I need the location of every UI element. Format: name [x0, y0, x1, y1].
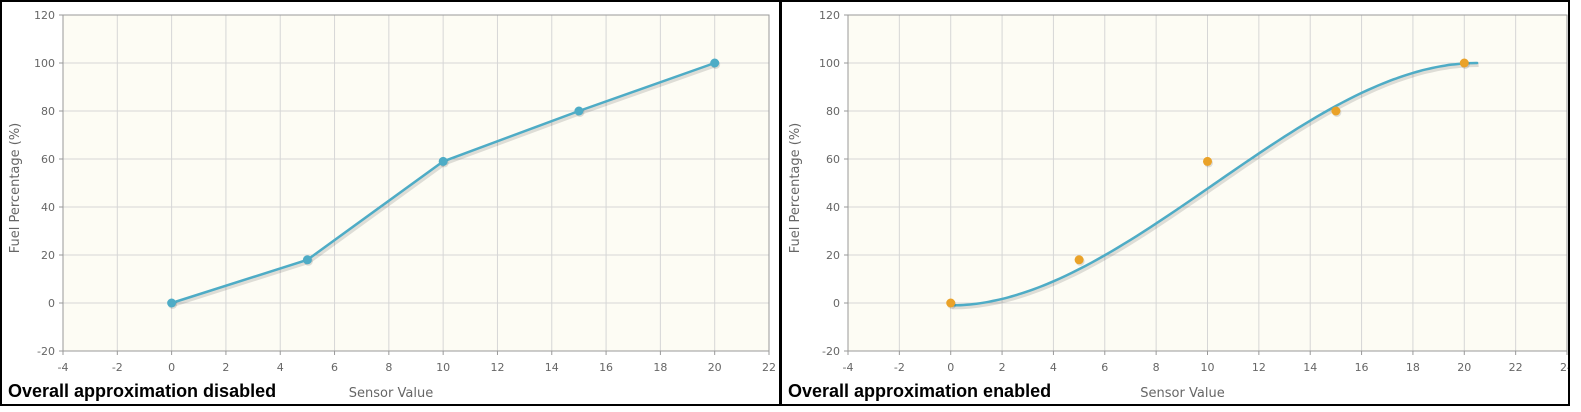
y-tick-label: 0 — [48, 297, 55, 310]
chart-caption: Overall approximation enabled — [788, 381, 1052, 401]
x-tick-label: 20 — [1457, 361, 1471, 374]
x-tick-label: 12 — [490, 361, 504, 374]
y-tick-label: 0 — [833, 297, 840, 310]
x-tick-label: 0 — [168, 361, 175, 374]
x-tick-label: -2 — [112, 361, 123, 374]
y-tick-label: 100 — [34, 57, 55, 70]
y-axis-label: Fuel Percentage (%) — [8, 123, 23, 254]
x-axis-label: Sensor Value — [1140, 386, 1224, 401]
y-axis-label: Fuel Percentage (%) — [788, 123, 803, 254]
series-line — [949, 61, 1479, 307]
x-axis-label: Sensor Value — [349, 386, 433, 401]
chart-panel-enabled: -4-2024681012141618202224-20020406080100… — [779, 0, 1570, 406]
y-tick-label: 120 — [34, 9, 55, 22]
y-tick-label: -20 — [37, 345, 55, 358]
data-point — [710, 58, 720, 68]
plot-border — [62, 14, 770, 352]
x-tick-label: 8 — [1153, 361, 1160, 374]
data-point — [1074, 255, 1084, 265]
series-line-shadow — [952, 63, 1479, 310]
x-tick-label: 12 — [1252, 361, 1266, 374]
y-tick-label: 40 — [826, 201, 840, 214]
data-point — [167, 298, 177, 308]
x-tick-label: 8 — [385, 361, 392, 374]
data-point — [438, 156, 448, 166]
x-tick-label: 18 — [1406, 361, 1420, 374]
x-tick-label: 20 — [708, 361, 722, 374]
x-tick-label: 18 — [653, 361, 667, 374]
x-tick-label: -4 — [843, 361, 854, 374]
data-point — [302, 255, 312, 265]
x-tick-label: -4 — [58, 361, 69, 374]
y-tick-label: 40 — [41, 201, 55, 214]
data-point — [574, 106, 584, 116]
x-tick-label: 6 — [331, 361, 338, 374]
chart-panel-disabled: -4 -2 0 2 4 6 8 10 12 14 16 18 20 22 -20 0 20 40 60 80 100 12… — [0, 0, 781, 406]
x-tick-label: -2 — [894, 361, 905, 374]
y-tick-label: 80 — [41, 105, 55, 118]
y-tick-label: 80 — [826, 105, 840, 118]
x-tick-label: 2 — [999, 361, 1006, 374]
x-tick-label: 14 — [1303, 361, 1317, 374]
chart-caption: Overall approximation disabled — [8, 381, 277, 401]
data-point — [946, 298, 956, 308]
x-tick-label: 4 — [1050, 361, 1057, 374]
data-point — [1203, 156, 1212, 166]
plot-border — [847, 14, 1568, 352]
y-tick-label: 60 — [826, 153, 840, 166]
y-tick-label: 100 — [819, 57, 840, 70]
y-tick-label: 20 — [41, 249, 55, 262]
x-tick-label: 10 — [1201, 361, 1215, 374]
x-tick-label: 2 — [222, 361, 229, 374]
x-tick-label: 6 — [1101, 361, 1108, 374]
grid — [59, 14, 770, 355]
x-tick-label: 16 — [599, 361, 613, 374]
data-point — [1459, 58, 1469, 68]
x-tick-label: 22 — [762, 361, 776, 374]
y-tick-label: 60 — [41, 153, 55, 166]
x-tick-label: 22 — [1509, 361, 1523, 374]
plot-area — [63, 15, 769, 351]
y-tick-label: 20 — [826, 249, 840, 262]
chart-svg-enabled: -4-2024681012141618202224-20020406080100… — [788, 9, 1570, 401]
y-tick-label: -20 — [822, 345, 840, 358]
chart-svg-disabled: -4 -2 0 2 4 6 8 10 12 14 16 18 20 22-2002040608010012… — [8, 9, 776, 401]
x-tick-label: 0 — [947, 361, 954, 374]
x-tick-label: 14 — [545, 361, 559, 374]
x-tick-label: 10 — [436, 361, 450, 374]
x-tick-label: 16 — [1355, 361, 1369, 374]
y-tick-label: 120 — [819, 9, 840, 22]
x-tick-label: 4 — [277, 361, 284, 374]
data-point — [1331, 106, 1341, 116]
x-tick-label: 24 — [1560, 361, 1570, 374]
